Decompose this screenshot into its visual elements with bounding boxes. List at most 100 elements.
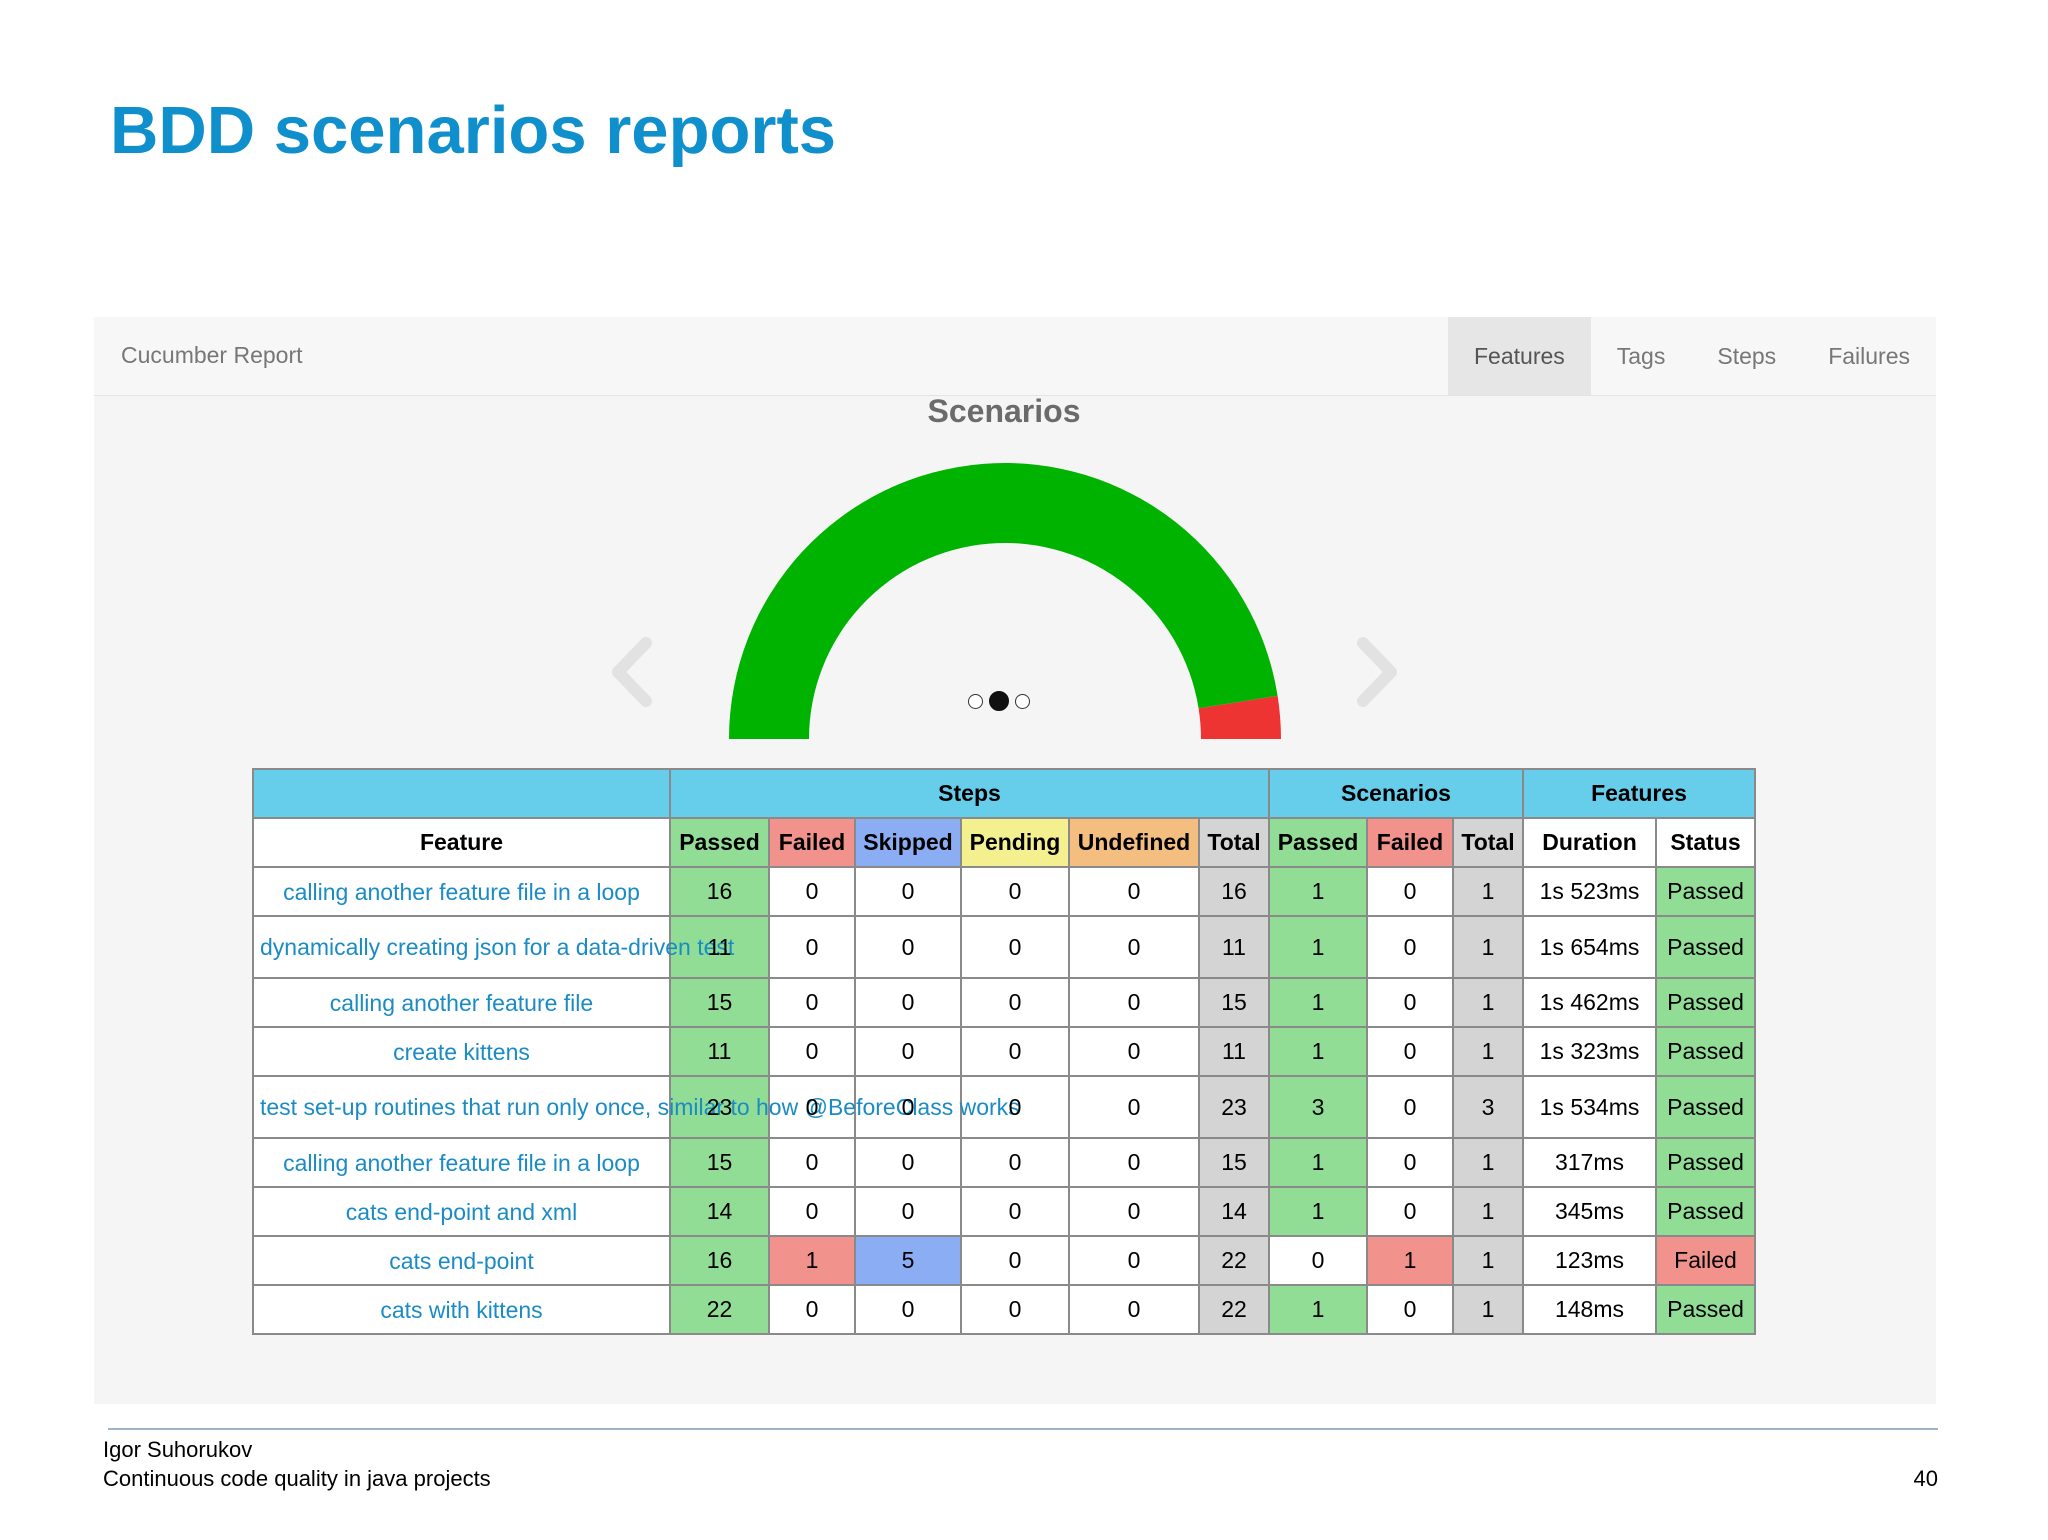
page-number: 40: [1913, 1466, 1938, 1491]
steps-undefined: 0: [1068, 915, 1200, 979]
steps-total: 22: [1198, 1235, 1270, 1286]
steps-passed: 23: [669, 1075, 770, 1139]
scenarios-failed: 0: [1366, 1186, 1454, 1237]
status: Passed: [1655, 866, 1756, 917]
steps-failed: 0: [768, 1026, 856, 1077]
steps-skipped: 0: [854, 866, 962, 917]
steps-skipped: 0: [854, 1137, 962, 1188]
feature-link[interactable]: cats end-point and xml: [252, 1186, 671, 1237]
tab-steps[interactable]: Steps: [1717, 343, 1777, 369]
feature-link[interactable]: test set-up routines that run only once,…: [252, 1075, 1020, 1139]
table-row: create kittens 11 0 0 0 0 11 1 0 1 1s 323ms Passed: [252, 1026, 1756, 1077]
footer-subtitle: Continuous code quality in java projects: [103, 1466, 491, 1491]
steps-skipped: 0: [854, 915, 962, 979]
col-steps-passed[interactable]: Passed: [669, 817, 770, 868]
tab-failures[interactable]: Failures: [1828, 343, 1910, 369]
steps-passed: 22: [669, 1284, 770, 1335]
scenarios-passed: 1: [1268, 1186, 1368, 1237]
steps-pending: 0: [960, 915, 1070, 979]
steps-pending: 0: [960, 1026, 1070, 1077]
report-brand[interactable]: Cucumber Report: [121, 342, 303, 368]
footer-divider: [108, 1428, 1938, 1430]
duration: 148ms: [1522, 1284, 1657, 1335]
scenarios-passed: 0: [1268, 1235, 1368, 1286]
steps-pending: 0: [960, 1284, 1070, 1335]
steps-failed: 1: [768, 1235, 856, 1286]
steps-total: 22: [1198, 1284, 1270, 1335]
steps-failed: 0: [768, 866, 856, 917]
scenarios-total: 1: [1452, 1026, 1524, 1077]
col-steps-total[interactable]: Total: [1198, 817, 1270, 868]
steps-passed: 11: [669, 1026, 770, 1077]
scenarios-total: 1: [1452, 866, 1524, 917]
status: Failed: [1655, 1235, 1756, 1286]
col-feature[interactable]: Feature: [252, 817, 671, 868]
scenarios-failed: 0: [1366, 977, 1454, 1028]
feature-link[interactable]: cats end-point: [252, 1235, 671, 1286]
col-steps-pending[interactable]: Pending: [960, 817, 1070, 868]
carousel-dot-1[interactable]: [968, 693, 983, 709]
col-duration[interactable]: Duration: [1522, 817, 1657, 868]
scenarios-passed: 1: [1268, 1026, 1368, 1077]
col-scenarios-total[interactable]: Total: [1452, 817, 1524, 868]
col-scenarios-failed[interactable]: Failed: [1366, 817, 1454, 868]
tab-features[interactable]: Features: [1448, 317, 1591, 395]
carousel-next-icon[interactable]: [1351, 637, 1401, 707]
steps-skipped: 0: [854, 977, 962, 1028]
col-steps-failed[interactable]: Failed: [768, 817, 856, 868]
scenarios-gauge: [729, 463, 1281, 739]
duration: 1s 534ms: [1522, 1075, 1657, 1139]
scenarios-failed: 0: [1366, 866, 1454, 917]
group-header-scenarios: Scenarios: [1268, 768, 1524, 819]
feature-link[interactable]: calling another feature file in a loop: [252, 1137, 671, 1188]
steps-passed: 16: [669, 1235, 770, 1286]
chart-title: Scenarios: [927, 393, 1081, 429]
steps-total: 11: [1198, 1026, 1270, 1077]
col-scenarios-passed[interactable]: Passed: [1268, 817, 1368, 868]
scenarios-failed: 0: [1366, 1284, 1454, 1335]
steps-failed: 0: [768, 977, 856, 1028]
feature-link[interactable]: create kittens: [252, 1026, 671, 1077]
duration: 345ms: [1522, 1186, 1657, 1237]
report-nav-tabs: Features Tags Steps Failures: [1448, 317, 1936, 395]
steps-passed: 11: [669, 915, 770, 979]
status: Passed: [1655, 1075, 1756, 1139]
steps-passed: 16: [669, 866, 770, 917]
steps-passed: 14: [669, 1186, 770, 1237]
scenarios-failed: 1: [1366, 1235, 1454, 1286]
steps-failed: 0: [768, 1137, 856, 1188]
steps-failed: 0: [768, 1186, 856, 1237]
scenarios-failed: 0: [1366, 1026, 1454, 1077]
table-row: test set-up routines that run only once,…: [252, 1075, 1756, 1139]
feature-link[interactable]: dynamically creating json for a data-dri…: [252, 915, 734, 979]
carousel-prev-icon[interactable]: [608, 637, 658, 707]
steps-pending: 0: [960, 866, 1070, 917]
table-group-header: Steps Scenarios Features: [252, 768, 1756, 819]
steps-total: 23: [1198, 1075, 1270, 1139]
tab-tags[interactable]: Tags: [1616, 343, 1666, 369]
feature-link[interactable]: cats with kittens: [252, 1284, 671, 1335]
feature-link[interactable]: calling another feature file: [252, 977, 671, 1028]
group-header-features: Features: [1522, 768, 1756, 819]
status: Passed: [1655, 1137, 1756, 1188]
steps-total: 15: [1198, 1137, 1270, 1188]
steps-skipped: 0: [854, 1186, 962, 1237]
carousel-dots: [968, 691, 1030, 711]
steps-pending: 0: [960, 1137, 1070, 1188]
table-row: calling another feature file 15 0 0 0 0 15 1 0 1 1…: [252, 977, 1756, 1028]
steps-undefined: 0: [1068, 1186, 1200, 1237]
col-steps-undefined[interactable]: Undefined: [1068, 817, 1200, 868]
table-row: cats end-point and xml 14 0 0 0 0 14 1 0 1 345ms Pa…: [252, 1186, 1756, 1237]
cucumber-report-screenshot: Cucumber Report Features Tags Steps Fail…: [94, 317, 1936, 1404]
status: Passed: [1655, 1186, 1756, 1237]
col-status[interactable]: Status: [1655, 817, 1756, 868]
carousel-dot-2[interactable]: [989, 691, 1009, 711]
feature-link[interactable]: calling another feature file in a loop: [252, 866, 671, 917]
steps-skipped: 5: [854, 1235, 962, 1286]
col-steps-skipped[interactable]: Skipped: [854, 817, 962, 868]
steps-failed: 0: [768, 1075, 856, 1139]
scenarios-total: 1: [1452, 915, 1524, 979]
carousel-dot-3[interactable]: [1015, 693, 1030, 709]
steps-failed: 0: [768, 1284, 856, 1335]
steps-pending: 0: [960, 1186, 1070, 1237]
